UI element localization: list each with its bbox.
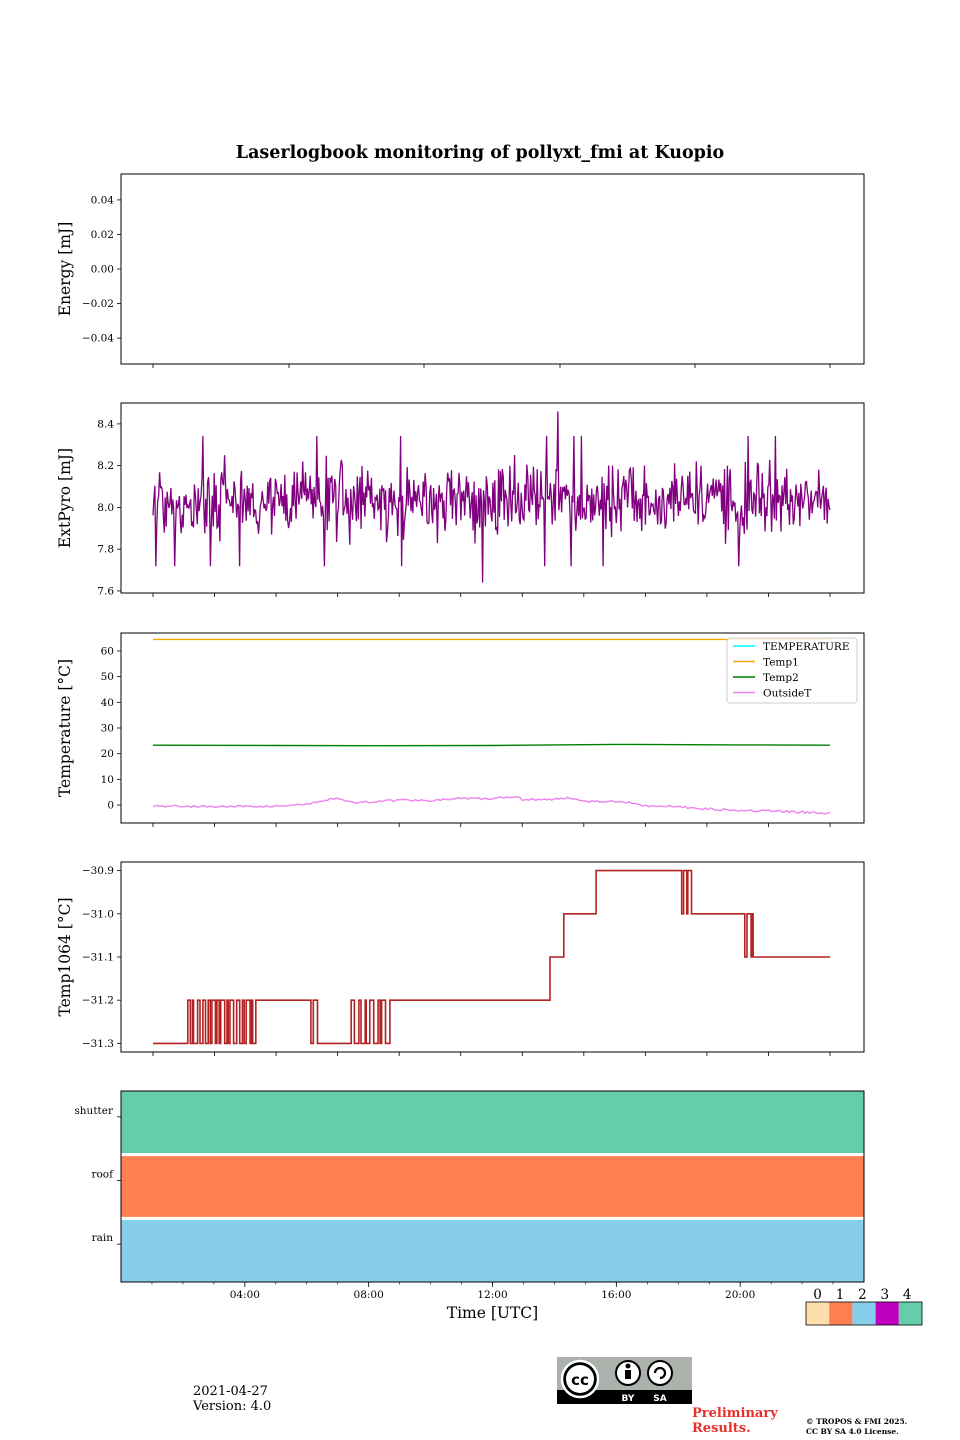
y-tick-label: −31.3 bbox=[82, 1038, 114, 1050]
y-axis-label: ExtPyro [mJ] bbox=[56, 448, 74, 548]
y-tick-label: 60 bbox=[101, 645, 114, 657]
preliminary-line-1: Preliminary bbox=[692, 1406, 778, 1421]
preliminary-line-2: Results. bbox=[692, 1421, 751, 1436]
status-row-label: rain bbox=[92, 1232, 114, 1244]
colorbar-swatch bbox=[829, 1302, 853, 1325]
y-tick-label: 7.8 bbox=[97, 544, 114, 556]
legend: TEMPERATURE Temp1 Temp2 OutsideT bbox=[726, 637, 858, 704]
copyright-notice: © TROPOS & FMI 2025. CC BY SA 4.0 Licens… bbox=[806, 1417, 907, 1437]
preliminary-label: Preliminary Results. bbox=[692, 1406, 778, 1436]
colorbar-swatch bbox=[806, 1302, 830, 1325]
y-tick-label: 50 bbox=[101, 671, 114, 683]
colorbar-swatch bbox=[898, 1302, 922, 1325]
x-tick-label: 04:00 bbox=[230, 1289, 260, 1301]
legend-label: Temp1 bbox=[763, 657, 799, 669]
footer-date: 2021-04-27 bbox=[193, 1384, 268, 1399]
y-tick-label: 8.2 bbox=[97, 460, 114, 472]
colorbar-swatch bbox=[875, 1302, 899, 1325]
y-tick-label: 0 bbox=[107, 800, 114, 812]
colorbar-swatch bbox=[852, 1302, 876, 1325]
panel-status: shutter roof rain 04:00 08:00 12:00 16:00 20:00… bbox=[74, 1090, 923, 1326]
legend-label: TEMPERATURE bbox=[763, 641, 850, 653]
temp1064-line bbox=[153, 869, 830, 1045]
chart-panels: 0.04 0.02 0.00 −0.02 −0.04 Energy [mJ] 7.6 7.8 8… bbox=[56, 173, 923, 1326]
legend-box bbox=[726, 637, 858, 704]
panel-temperature: 0 10 20 30 40 50 60 Temperature [°C] TEMPERATURE… bbox=[56, 632, 865, 827]
y-tick-label: −0.04 bbox=[82, 333, 114, 345]
outsidet-line bbox=[152, 795, 831, 815]
svg-text:cc: cc bbox=[571, 1371, 589, 1389]
license-sa-text: SA bbox=[653, 1394, 666, 1404]
panel-energy: 0.04 0.02 0.00 −0.02 −0.04 Energy [mJ] bbox=[56, 173, 865, 368]
colorbar-label: 1 bbox=[836, 1287, 845, 1303]
plot-frame bbox=[120, 173, 865, 365]
x-tick-label: 12:00 bbox=[477, 1289, 507, 1301]
y-tick-label: −31.1 bbox=[82, 952, 114, 964]
colorbar-label: 0 bbox=[813, 1287, 822, 1303]
y-tick-label: 0.00 bbox=[91, 264, 114, 276]
plot-frame bbox=[120, 402, 865, 594]
status-row-roof bbox=[121, 1154, 864, 1219]
copyright-line-2: CC BY SA 4.0 License. bbox=[806, 1427, 899, 1436]
y-tick-label: 8.4 bbox=[97, 418, 114, 430]
y-tick-label: 20 bbox=[101, 748, 114, 760]
extpyro-line bbox=[152, 411, 831, 583]
y-axis-label: Temperature [°C] bbox=[56, 659, 74, 797]
license-by-text: BY bbox=[622, 1394, 635, 1404]
colorbar-label: 3 bbox=[881, 1287, 890, 1303]
y-tick-label: 30 bbox=[101, 723, 114, 735]
y-tick-label: −30.9 bbox=[82, 865, 114, 877]
colorbar-frame bbox=[805, 1301, 923, 1326]
x-tick-label: 16:00 bbox=[601, 1289, 631, 1301]
panel-temp1064: −30.9 −31.0 −31.1 −31.2 −31.3 Temp1064 [°C] bbox=[56, 861, 865, 1056]
y-tick-label: −31.0 bbox=[82, 908, 114, 920]
y-tick-label: −31.2 bbox=[82, 995, 114, 1007]
x-tick-label: 08:00 bbox=[354, 1289, 384, 1301]
status-row-label: roof bbox=[91, 1169, 114, 1181]
y-tick-label: 10 bbox=[101, 774, 114, 786]
legend-label: Temp2 bbox=[763, 672, 799, 684]
footer-version: Version: 4.0 bbox=[193, 1399, 272, 1414]
y-tick-label: 7.6 bbox=[97, 585, 114, 597]
y-tick-label: 0.02 bbox=[91, 229, 114, 241]
status-row-rain bbox=[121, 1218, 864, 1282]
status-row-label: shutter bbox=[74, 1105, 114, 1117]
panel-extpyro: 7.6 7.8 8.0 8.2 8.4 ExtPyro [mJ] bbox=[56, 402, 865, 597]
colorbar-label: 4 bbox=[903, 1287, 912, 1303]
colorbar-label: 2 bbox=[858, 1287, 867, 1303]
cc-license-badge: cc BY SA bbox=[557, 1357, 692, 1404]
temp2-line bbox=[152, 743, 831, 747]
y-tick-label: −0.02 bbox=[82, 298, 114, 310]
legend-label: OutsideT bbox=[763, 688, 811, 700]
y-axis-label: Temp1064 [°C] bbox=[56, 897, 74, 1016]
x-axis-label: Time [UTC] bbox=[447, 1304, 538, 1322]
status-row-shutter bbox=[121, 1091, 864, 1155]
copyright-line-1: © TROPOS & FMI 2025. bbox=[806, 1417, 908, 1426]
y-tick-label: 40 bbox=[101, 697, 114, 709]
y-tick-label: 0.04 bbox=[91, 194, 115, 206]
figure-title: Laserlogbook monitoring of pollyxt_fmi a… bbox=[236, 143, 724, 163]
x-tick-label: 20:00 bbox=[725, 1289, 755, 1301]
y-tick-label: 8.0 bbox=[97, 502, 114, 514]
y-axis-label: Energy [mJ] bbox=[56, 222, 74, 317]
